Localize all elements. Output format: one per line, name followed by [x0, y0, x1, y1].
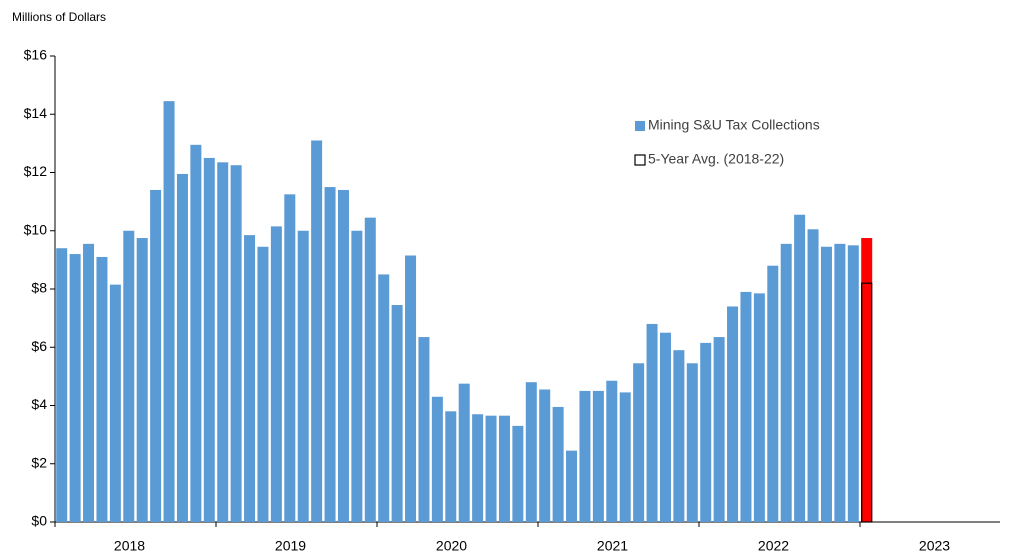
bar — [297, 230, 309, 522]
bar — [592, 390, 604, 522]
bar — [123, 230, 135, 522]
bar — [391, 305, 403, 522]
y-tick-label: $8 — [31, 280, 47, 296]
bar — [619, 392, 631, 522]
bar — [364, 217, 376, 523]
bar — [56, 248, 68, 522]
bar — [780, 243, 792, 522]
bar — [485, 415, 497, 522]
bar — [378, 274, 390, 522]
bar — [69, 254, 81, 523]
y-tick-label: $12 — [24, 163, 48, 179]
x-tick-label: 2018 — [114, 538, 145, 554]
bar — [767, 265, 779, 522]
bar — [539, 389, 551, 522]
bar — [512, 425, 524, 522]
bar — [847, 245, 859, 522]
bar — [579, 390, 591, 522]
x-tick-label: 2019 — [275, 538, 306, 554]
bar — [257, 246, 269, 523]
bar — [311, 140, 323, 522]
x-tick-label: 2020 — [436, 538, 467, 554]
bar — [498, 415, 510, 522]
bar — [646, 323, 658, 522]
bar — [552, 406, 564, 522]
bar — [405, 255, 417, 522]
y-tick-label: $4 — [31, 396, 47, 412]
bar — [727, 306, 739, 522]
bar — [861, 238, 873, 522]
bar — [136, 238, 148, 522]
bar — [190, 144, 202, 523]
bar — [445, 411, 457, 522]
bar — [284, 194, 296, 522]
legend-label: Mining S&U Tax Collections — [648, 117, 820, 133]
y-tick-label: $16 — [24, 47, 48, 63]
bar — [230, 165, 242, 522]
bar — [203, 157, 215, 522]
bar — [753, 293, 765, 522]
bar — [820, 246, 832, 523]
bar — [324, 187, 336, 522]
bar — [713, 337, 725, 522]
bar — [472, 414, 484, 522]
y-tick-label: $6 — [31, 338, 47, 354]
bar — [83, 243, 95, 522]
bar — [673, 350, 685, 522]
y-tick-label: $10 — [24, 221, 48, 237]
avg-bar — [861, 282, 873, 523]
bar — [270, 226, 282, 522]
legend-swatch — [634, 154, 646, 166]
bar — [337, 189, 349, 522]
bar — [176, 173, 188, 523]
bar — [109, 284, 121, 522]
bar — [834, 243, 846, 522]
bar — [606, 380, 618, 522]
legend-swatch — [635, 121, 645, 131]
bar — [700, 342, 712, 522]
bar — [96, 256, 108, 522]
bar — [458, 383, 470, 522]
bar — [244, 235, 256, 522]
y-tick-label: $0 — [31, 513, 47, 529]
bar — [431, 396, 443, 522]
x-tick-label: 2023 — [919, 538, 950, 554]
y-axis-label: Millions of Dollars — [12, 10, 106, 24]
bar — [633, 363, 645, 522]
bar — [740, 291, 752, 522]
bar — [807, 229, 819, 522]
y-tick-label: $14 — [24, 105, 48, 121]
bar — [351, 230, 363, 522]
bar — [418, 337, 430, 522]
bar — [566, 450, 578, 522]
x-tick-label: 2021 — [597, 538, 628, 554]
bar — [794, 214, 806, 522]
x-tick-label: 2022 — [758, 538, 789, 554]
bar — [659, 332, 671, 522]
legend-label: 5-Year Avg. (2018-22) — [648, 151, 784, 167]
y-tick-label: $2 — [31, 454, 47, 470]
bar — [525, 382, 537, 522]
bar — [686, 363, 698, 522]
bar — [163, 101, 175, 523]
bar — [150, 189, 162, 522]
bar — [217, 162, 229, 522]
